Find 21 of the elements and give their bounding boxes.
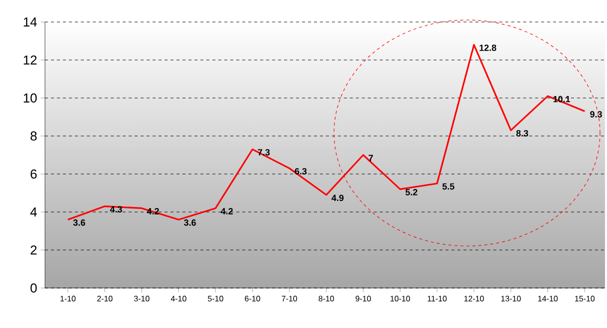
y-tick-label: 4 (30, 208, 37, 216)
data-label: 4.3 (110, 206, 122, 212)
y-tick-label: 14 (24, 18, 37, 26)
data-label: 4.9 (332, 194, 344, 202)
y-tick-label: 8 (30, 131, 37, 141)
data-label: 3.6 (184, 219, 196, 226)
y-tick-label: 2 (30, 245, 37, 255)
data-label: 6.3 (294, 168, 307, 174)
data-label: 8.3 (516, 130, 528, 136)
data-label: 5.2 (406, 189, 418, 196)
y-tick-label: 10 (24, 93, 37, 103)
data-label: 5.5 (442, 183, 454, 190)
data-label: 7.3 (258, 149, 270, 156)
y-tick-label: 0 (30, 283, 37, 293)
data-label: 12.8 (480, 44, 496, 51)
y-tick-label: 6 (30, 169, 37, 179)
data-label: 3.6 (73, 219, 86, 226)
data-label: 7 (368, 154, 373, 162)
y-tick-label: 12 (24, 55, 37, 65)
data-label: 4.2 (220, 208, 233, 214)
data-label: 9.3 (590, 111, 602, 118)
